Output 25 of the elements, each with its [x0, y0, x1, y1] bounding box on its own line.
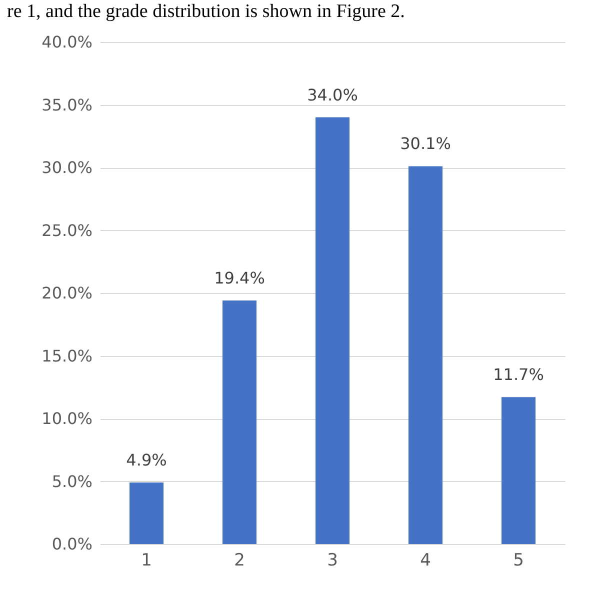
y-tick-label: 40.0%: [42, 32, 92, 52]
y-tick-label: 35.0%: [42, 95, 92, 114]
bar: [502, 397, 536, 544]
y-tick-label: 30.0%: [42, 158, 92, 177]
y-tick-label: 15.0%: [42, 346, 92, 366]
data-label: 34.0%: [307, 85, 358, 104]
y-tick-label: 10.0%: [42, 409, 92, 428]
data-label: 4.9%: [126, 450, 167, 470]
y-tick-label: 5.0%: [52, 472, 92, 491]
data-label: 19.4%: [214, 268, 265, 288]
bar: [130, 482, 164, 544]
y-tick-label: 20.0%: [42, 284, 92, 302]
bar: [408, 166, 442, 544]
x-tick-label: 3: [327, 550, 338, 570]
x-tick-label: 1: [141, 550, 152, 570]
x-tick-label: 2: [234, 550, 245, 570]
x-tick-label: 4: [420, 550, 431, 570]
text: re 1, and the grade distribution is shown in Figure 2.: [7, 1, 405, 22]
data-label: 30.1%: [400, 134, 451, 154]
bar: [222, 300, 256, 544]
y-tick-label: 0.0%: [52, 534, 92, 554]
bar: [316, 117, 350, 544]
data-label: 11.7%: [493, 365, 544, 384]
y-tick-label: 25.0%: [42, 220, 92, 240]
x-tick-label: 5: [513, 550, 524, 570]
